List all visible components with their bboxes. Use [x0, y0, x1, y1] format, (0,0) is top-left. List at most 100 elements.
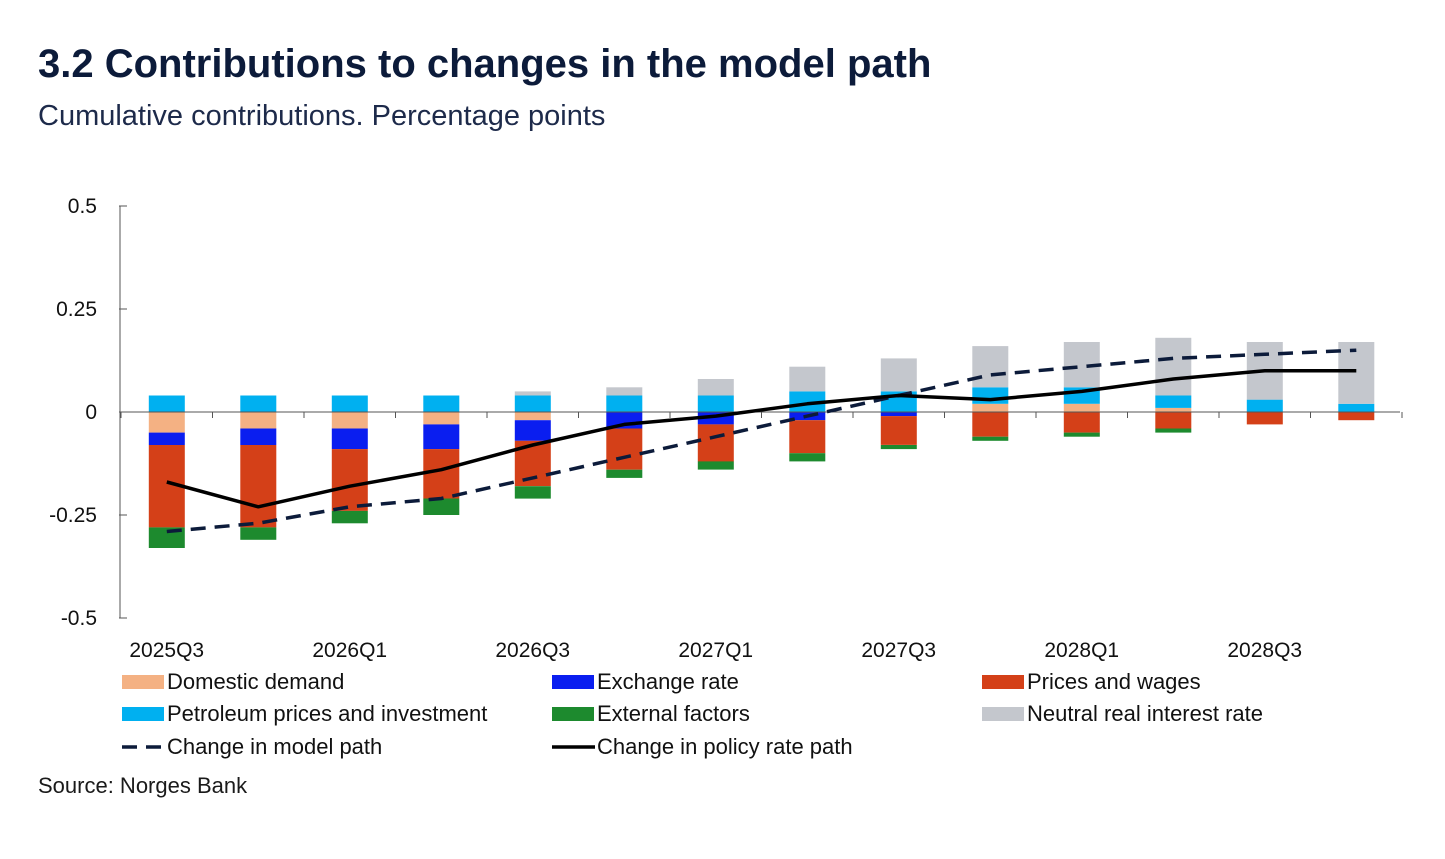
bar-external-factors-2028Q2 — [1155, 428, 1192, 433]
bar-prices-and-wages-2026Q1 — [331, 449, 368, 511]
bar-petroleum-2028Q4 — [1338, 403, 1375, 412]
bar-external-factors-2025Q3 — [148, 527, 185, 548]
bar-domestic-demand-2028Q1 — [1063, 403, 1100, 412]
bar-neutral-rate-2027Q1 — [697, 379, 734, 396]
bar-domestic-demand-2026Q2 — [423, 412, 460, 425]
x-tick-label: 2025Q3 — [129, 639, 204, 662]
bar-exchange-rate-2025Q3 — [148, 432, 185, 445]
legend-swatch — [122, 675, 164, 689]
legend-label: Change in policy rate path — [597, 734, 853, 759]
source-note: Source: Norges Bank — [38, 773, 248, 798]
x-tick-label: 2028Q1 — [1044, 639, 1119, 662]
legend-line-swatch — [122, 745, 165, 749]
legend-item-external-factors: External factors — [552, 701, 750, 727]
x-tick-label: 2027Q1 — [678, 639, 753, 662]
bar-prices-and-wages-2028Q1 — [1063, 412, 1100, 433]
bar-exchange-rate-2026Q2 — [423, 424, 460, 450]
labels-layer: 0.5 0.25 0 -0.25 -0.5 2025Q3 2026Q1 2026Q3 2027Q… — [49, 195, 1302, 662]
bar-external-factors-2027Q1 — [697, 461, 734, 470]
bar-prices-and-wages-2028Q4 — [1338, 412, 1375, 421]
bar-petroleum-2026Q2 — [423, 395, 460, 412]
bar-prices-and-wages-2028Q3 — [1246, 412, 1283, 425]
bar-external-factors-2027Q4 — [972, 436, 1009, 441]
y-tick-label: -0.5 — [61, 607, 97, 630]
legend-swatch — [982, 707, 1024, 721]
bar-external-factors-2026Q2 — [423, 498, 460, 515]
legend-item-petroleum: Petroleum prices and investment — [122, 701, 487, 727]
bar-neutral-rate-2027Q2 — [789, 366, 826, 392]
bar-petroleum-2026Q4 — [606, 395, 643, 412]
bar-domestic-demand-2026Q3 — [514, 412, 551, 421]
bar-external-factors-2026Q4 — [606, 469, 643, 478]
bar-neutral-rate-2027Q3 — [880, 358, 917, 392]
bar-neutral-rate-2028Q2 — [1155, 337, 1192, 396]
bar-petroleum-2026Q1 — [331, 395, 368, 412]
bar-prices-and-wages-2028Q2 — [1155, 412, 1192, 429]
contributions-chart: 0.5 0.25 0 -0.25 -0.5 2025Q3 2026Q1 2026Q3 2027Q… — [49, 195, 1403, 662]
x-tick-label: 2026Q3 — [495, 639, 570, 662]
legend-item-policy-path: Change in policy rate path — [552, 734, 853, 760]
x-tick-label: 2028Q3 — [1227, 639, 1302, 662]
chart-subtitle: Cumulative contributions. Percentage poi… — [38, 100, 606, 132]
axis-layer — [119, 205, 1403, 619]
bar-domestic-demand-2028Q2 — [1155, 407, 1192, 412]
bar-prices-and-wages-2026Q4 — [606, 428, 643, 470]
bar-petroleum-2027Q1 — [697, 395, 734, 412]
legend-label: Change in model path — [167, 734, 383, 759]
bar-external-factors-2027Q2 — [789, 453, 826, 462]
bar-exchange-rate-2027Q3 — [880, 412, 917, 417]
legend-item-domestic-demand: Domestic demand — [122, 669, 344, 695]
x-tick-label: 2026Q1 — [312, 639, 387, 662]
bar-prices-and-wages-2027Q1 — [697, 424, 734, 462]
bar-neutral-rate-2026Q3 — [514, 391, 551, 396]
chart-title: 3.2 Contributions to changes in the mode… — [38, 42, 932, 86]
x-tick-label: 2027Q3 — [861, 639, 936, 662]
bar-prices-and-wages-2027Q2 — [789, 420, 826, 454]
legend-swatch — [122, 707, 164, 721]
bar-petroleum-2027Q2 — [789, 391, 826, 412]
legend-swatch — [552, 707, 594, 721]
legend-label: External factors — [597, 701, 750, 726]
bar-exchange-rate-2025Q4 — [240, 428, 277, 445]
legend-line-swatch — [552, 745, 595, 749]
line-model-path — [166, 348, 1357, 534]
legend-label: Neutral real interest rate — [1027, 701, 1263, 726]
legend-item-prices-and-wages: Prices and wages — [982, 669, 1201, 695]
legend-swatch — [982, 675, 1024, 689]
bar-domestic-demand-2026Q1 — [331, 412, 368, 429]
bar-petroleum-2026Q3 — [514, 395, 551, 412]
y-tick-label: 0 — [85, 401, 97, 424]
y-tick-label: 0.5 — [68, 195, 97, 218]
bar-prices-and-wages-2027Q4 — [972, 412, 1009, 437]
bar-external-factors-2025Q4 — [240, 527, 277, 540]
bar-prices-and-wages-2026Q2 — [423, 449, 460, 499]
bar-petroleum-2028Q3 — [1246, 399, 1283, 412]
legend-label: Petroleum prices and investment — [167, 701, 488, 726]
bar-domestic-demand-2025Q4 — [240, 412, 277, 429]
lines-layer — [166, 348, 1357, 534]
bar-external-factors-2026Q1 — [331, 510, 368, 524]
bar-exchange-rate-2026Q3 — [514, 420, 551, 441]
legend-item-exchange-rate: Exchange rate — [552, 669, 739, 695]
legend-label: Domestic demand — [167, 669, 345, 694]
bar-domestic-demand-2025Q3 — [148, 412, 185, 433]
bars-layer — [148, 337, 1375, 548]
legend-swatch — [552, 675, 594, 689]
bar-prices-and-wages-2027Q3 — [880, 416, 917, 445]
y-tick-label: 0.25 — [56, 298, 97, 321]
bar-external-factors-2026Q3 — [514, 486, 551, 499]
legend-label: Exchange rate — [597, 669, 739, 694]
legend-item-neutral-rate: Neutral real interest rate — [982, 701, 1263, 727]
bar-exchange-rate-2026Q1 — [331, 428, 368, 450]
bar-external-factors-2028Q1 — [1063, 432, 1100, 437]
line-policy-path — [166, 369, 1357, 509]
legend-label: Prices and wages — [1027, 669, 1201, 694]
bar-petroleum-2025Q3 — [148, 395, 185, 412]
bar-petroleum-2028Q2 — [1155, 395, 1192, 408]
bar-neutral-rate-2028Q4 — [1338, 342, 1375, 404]
bar-external-factors-2027Q3 — [880, 445, 917, 450]
bar-prices-and-wages-2025Q4 — [240, 445, 277, 528]
bar-domestic-demand-2027Q4 — [972, 403, 1009, 412]
bar-petroleum-2025Q4 — [240, 395, 277, 412]
y-tick-label: -0.25 — [49, 504, 97, 527]
